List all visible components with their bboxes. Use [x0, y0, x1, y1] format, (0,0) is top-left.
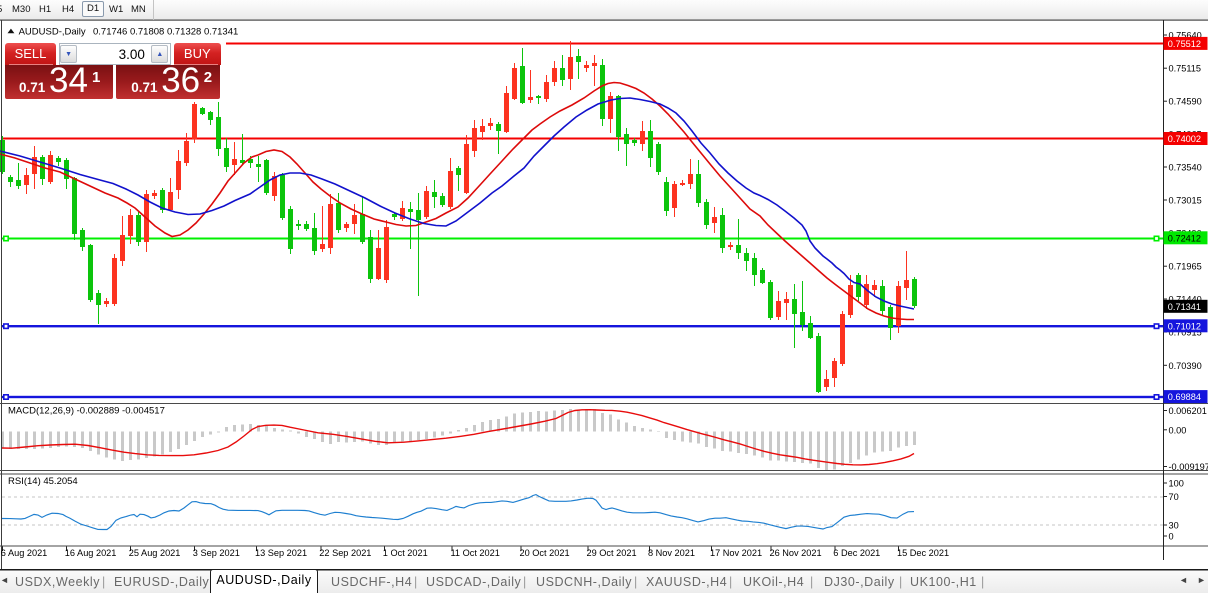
svg-text:0.74002: 0.74002: [1168, 134, 1201, 144]
svg-text:0.70915: 0.70915: [1169, 328, 1202, 338]
svg-text:RSI(14) 45.2054: RSI(14) 45.2054: [8, 476, 78, 487]
svg-text:-0.009197: -0.009197: [1169, 462, 1208, 472]
svg-text:0.00: 0.00: [1169, 425, 1187, 435]
svg-text:6 Dec 2021: 6 Dec 2021: [833, 548, 880, 558]
svg-text:0: 0: [1169, 532, 1174, 542]
svg-text:100: 100: [1169, 479, 1184, 489]
svg-text:26 Nov 2021: 26 Nov 2021: [770, 548, 822, 558]
svg-text:0.71965: 0.71965: [1169, 262, 1202, 272]
svg-text:70: 70: [1169, 492, 1179, 502]
svg-text:0.69884: 0.69884: [1168, 392, 1201, 402]
svg-text:MACD(12,26,9) -0.002889 -0.004: MACD(12,26,9) -0.002889 -0.004517: [8, 406, 165, 417]
svg-text:20 Oct 2021: 20 Oct 2021: [520, 548, 570, 558]
svg-text:11 Oct 2021: 11 Oct 2021: [451, 548, 500, 558]
svg-text:0.73015: 0.73015: [1169, 196, 1202, 206]
svg-text:0.74590: 0.74590: [1169, 97, 1202, 107]
svg-text:0.75512: 0.75512: [1168, 39, 1201, 49]
svg-text:15 Dec 2021: 15 Dec 2021: [897, 548, 949, 558]
svg-text:0.006201: 0.006201: [1169, 406, 1207, 416]
svg-text:22 Sep 2021: 22 Sep 2021: [319, 548, 371, 558]
svg-text:0.71440: 0.71440: [1169, 295, 1202, 305]
svg-text:6 Aug 2021: 6 Aug 2021: [1, 548, 48, 558]
svg-text:0.75115: 0.75115: [1169, 64, 1202, 74]
svg-text:13 Sep 2021: 13 Sep 2021: [255, 548, 307, 558]
svg-text:0.71341: 0.71341: [1168, 302, 1201, 312]
svg-text:30: 30: [1169, 521, 1179, 531]
svg-text:25 Aug 2021: 25 Aug 2021: [129, 548, 181, 558]
svg-text:0.72412: 0.72412: [1168, 233, 1201, 243]
svg-text:3 Sep 2021: 3 Sep 2021: [193, 548, 240, 558]
svg-text:1 Oct 2021: 1 Oct 2021: [383, 548, 428, 558]
svg-text:17 Nov 2021: 17 Nov 2021: [710, 548, 762, 558]
svg-text:AUDUSD-,Daily: AUDUSD-,Daily: [19, 27, 86, 38]
svg-text:0.71746 0.71808 0.71328 0.7134: 0.71746 0.71808 0.71328 0.71341: [93, 27, 238, 38]
svg-text:0.71012: 0.71012: [1168, 321, 1201, 331]
svg-text:0.73540: 0.73540: [1169, 163, 1202, 173]
svg-text:16 Aug 2021: 16 Aug 2021: [65, 548, 117, 558]
svg-text:29 Oct 2021: 29 Oct 2021: [587, 548, 637, 558]
svg-text:0.70390: 0.70390: [1169, 361, 1202, 371]
svg-text:8 Nov 2021: 8 Nov 2021: [648, 548, 695, 558]
svg-text:0.75640: 0.75640: [1169, 31, 1202, 41]
